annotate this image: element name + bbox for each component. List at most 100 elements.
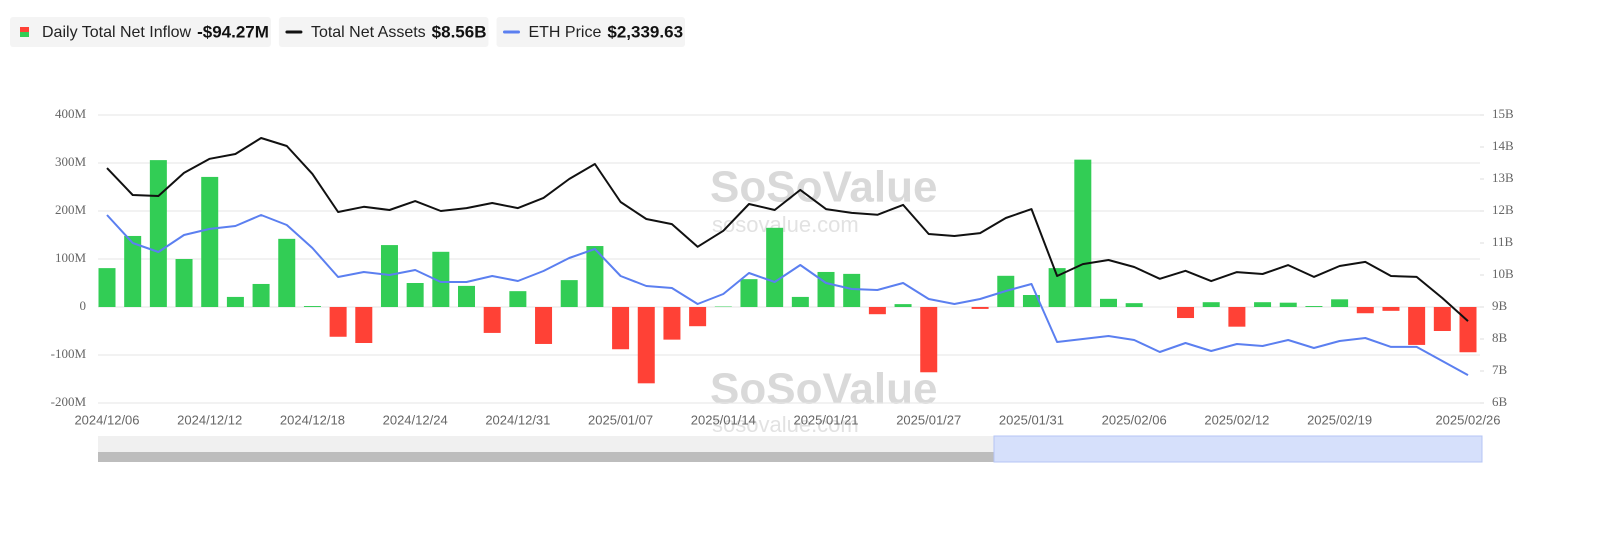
legend-label: Daily Total Net Inflow — [42, 24, 192, 41]
y2-tick-label: 7B — [1492, 362, 1508, 377]
bar — [843, 273, 861, 307]
bar — [380, 245, 398, 307]
y2-tick-label: 13B — [1492, 170, 1514, 185]
x-tick-label: 2024/12/31 — [485, 412, 550, 427]
legend-swatch — [20, 27, 29, 32]
legend-background — [496, 17, 686, 47]
y-tick-label: -100M — [51, 346, 87, 361]
legend-value: $8.56B — [432, 22, 487, 41]
bar — [458, 285, 476, 307]
legend-value: $2,339.63 — [607, 22, 683, 41]
bar — [1099, 298, 1117, 307]
x-tick-label: 2025/02/26 — [1435, 412, 1500, 427]
line — [106, 137, 1469, 322]
bar — [1254, 302, 1272, 307]
bar — [1433, 307, 1451, 331]
bar — [406, 283, 424, 307]
bar — [432, 251, 450, 307]
bar — [226, 296, 244, 307]
line — [106, 214, 1469, 376]
bar — [483, 307, 501, 333]
bar — [252, 283, 270, 307]
legend-label: Total Net Assets — [311, 24, 426, 41]
bar — [201, 176, 219, 307]
bar — [329, 307, 347, 337]
bar — [637, 307, 655, 384]
bar — [1022, 295, 1040, 307]
y2-tick-label: 8B — [1492, 330, 1508, 345]
bar — [766, 227, 784, 307]
x-tick-label: 2024/12/06 — [74, 412, 139, 427]
bar — [663, 307, 681, 340]
legend-item[interactable]: Daily Total Net Inflow -$94.27M — [10, 17, 271, 47]
watermark: SoSoValue — [710, 163, 937, 212]
bar — [1331, 299, 1349, 307]
y-tick-label: 200M — [55, 202, 87, 217]
bar — [1228, 307, 1246, 327]
bar — [689, 307, 707, 327]
bar — [612, 307, 630, 350]
y-tick-label: 300M — [55, 154, 87, 169]
watermark-url: sosovalue.com — [712, 412, 859, 437]
legend-background — [278, 17, 489, 47]
bar — [98, 268, 116, 307]
y-tick-label: -200M — [51, 394, 87, 409]
bar — [278, 238, 296, 307]
y2-tick-label: 6B — [1492, 394, 1508, 409]
bar — [1279, 302, 1297, 307]
x-tick-label: 2024/12/18 — [280, 412, 345, 427]
bar — [1125, 303, 1143, 307]
bar — [1074, 159, 1092, 307]
bar — [175, 259, 193, 307]
legend-background — [10, 17, 271, 47]
legend-swatch — [20, 32, 29, 37]
legend-label: ETH Price — [528, 24, 601, 41]
bar — [303, 306, 321, 307]
bar — [791, 296, 809, 307]
grid — [98, 114, 1480, 404]
watermark: SoSoValue — [710, 365, 937, 414]
watermark-url: sosovalue.com — [712, 212, 859, 237]
bar — [920, 307, 938, 373]
bar — [740, 279, 758, 307]
bar — [1048, 268, 1066, 307]
y2-tick-label: 14B — [1492, 138, 1514, 153]
bar — [355, 307, 373, 343]
bar — [1356, 307, 1374, 314]
y-tick-label: 400M — [55, 106, 87, 121]
navigator — [98, 435, 1483, 463]
bar — [124, 235, 142, 307]
bar — [1382, 307, 1400, 311]
legend-item[interactable]: ETH Price $2,339.63 — [496, 17, 686, 47]
x-tick-label: 2025/01/14 — [691, 412, 756, 427]
y-tick-label: 0 — [80, 298, 87, 313]
bar — [560, 280, 578, 307]
bar — [535, 307, 553, 344]
y-tick-label: 100M — [55, 250, 87, 265]
x-tick-label: 2025/02/12 — [1204, 412, 1269, 427]
bar — [149, 160, 167, 307]
legend-item[interactable]: Total Net Assets $8.56B — [278, 17, 489, 47]
y2-tick-label: 15B — [1492, 106, 1514, 121]
bar — [1305, 306, 1323, 307]
bar — [586, 246, 604, 307]
bar — [1202, 302, 1220, 307]
y2-tick-label: 10B — [1492, 266, 1514, 281]
bar — [971, 307, 989, 309]
watermarks: SoSoValue sosovalue.com SoSoValue sosova… — [710, 163, 937, 437]
y2-tick-label: 9B — [1492, 298, 1508, 313]
x-tick-label: 2024/12/24 — [383, 412, 448, 427]
y2-tick-label: 12B — [1492, 202, 1514, 217]
x-tick-label: 2025/01/07 — [588, 412, 653, 427]
bar — [817, 271, 835, 307]
x-tick-label: 2024/12/12 — [177, 412, 242, 427]
bar — [868, 307, 886, 315]
x-tick-label: 2025/01/31 — [999, 412, 1064, 427]
bar — [1408, 307, 1426, 345]
navigator-window[interactable] — [993, 435, 1483, 463]
bar — [894, 304, 912, 307]
x-tick-label: 2025/02/06 — [1102, 412, 1167, 427]
bar — [509, 291, 527, 307]
bar — [1177, 307, 1195, 319]
navigator-shade — [98, 452, 994, 462]
